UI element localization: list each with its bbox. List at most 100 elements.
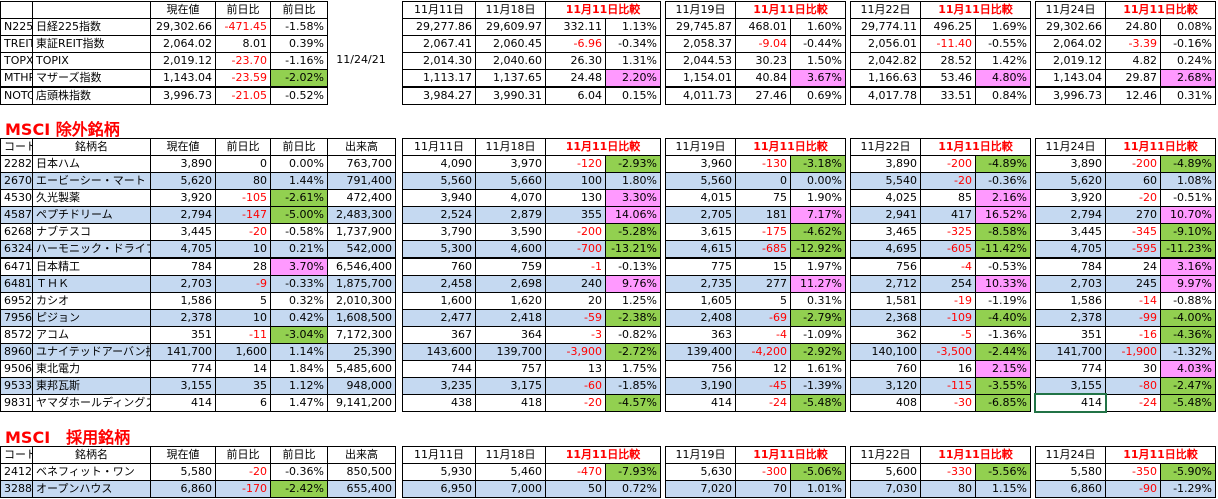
value-cell: 1.44% <box>270 172 328 191</box>
value-cell: -16 <box>1105 325 1161 344</box>
code-cell: 2412 <box>0 462 33 481</box>
value-cell: 28 <box>215 257 271 276</box>
value-cell: -69 <box>735 308 791 327</box>
value-cell: -7.93% <box>605 462 661 481</box>
value-cell: 3,155 <box>150 377 216 396</box>
code-cell: 6324 <box>0 240 33 259</box>
value-cell: -300 <box>735 462 791 481</box>
name-cell: 久光製薬 <box>32 189 151 208</box>
value-cell: 4,011.73 <box>665 86 736 105</box>
value-cell: 0.84% <box>975 86 1031 105</box>
value-cell: 0 <box>215 154 271 173</box>
value-cell: -345 <box>1105 223 1161 242</box>
value-cell: -325 <box>920 223 976 242</box>
value-cell: -23.59 <box>215 69 271 88</box>
value-cell: 12.46 <box>1105 86 1161 105</box>
value-cell: 1.90% <box>790 189 846 208</box>
value-cell: 5,560 <box>665 172 736 191</box>
code-cell: 8572 <box>0 325 33 344</box>
name-cell: ペプチドリーム <box>32 206 151 225</box>
value-cell: 1.50% <box>790 52 846 71</box>
value-cell: 13 <box>545 360 606 379</box>
value-cell: -0.13% <box>605 257 661 276</box>
value-cell: -105 <box>215 189 271 208</box>
value-cell: 1.13% <box>605 18 661 37</box>
value-cell: 3,970 <box>475 154 546 173</box>
value-cell: 362 <box>850 325 921 344</box>
value-cell: 363 <box>665 325 736 344</box>
value-cell: -120 <box>545 154 606 173</box>
value-cell: 33.51 <box>920 86 976 105</box>
name-cell: 東北電力 <box>32 360 151 379</box>
header-cell: 11月11日 <box>402 137 476 156</box>
code-cell: 6952 <box>0 291 33 310</box>
value-cell: -0.33% <box>270 274 328 293</box>
value-cell: 5,540 <box>850 172 921 191</box>
value-cell: -12.92% <box>790 240 846 259</box>
value-cell: -0.82% <box>605 325 661 344</box>
name-cell: ピジョン <box>32 308 151 327</box>
value-cell: 5,580 <box>1035 462 1106 481</box>
value-cell: 775 <box>665 257 736 276</box>
value-cell: 4,600 <box>475 240 546 259</box>
name-cell: 東邦瓦斯 <box>32 377 151 396</box>
value-cell: 2,705 <box>665 206 736 225</box>
value-cell: 29,609.97 <box>475 18 546 37</box>
value-cell: 3.16% <box>1160 257 1216 276</box>
value-cell: -2.72% <box>605 343 661 362</box>
header-cell: 11月11日比較 <box>1105 445 1216 464</box>
value-cell: -170 <box>215 479 271 498</box>
code-cell: 9831 <box>0 394 33 413</box>
header-cell: 11月11日比較 <box>920 1 1031 20</box>
header-cell: 11月11日比較 <box>1105 137 1216 156</box>
value-cell: -0.51% <box>1160 189 1216 208</box>
value-cell: 1,581 <box>850 291 921 310</box>
header-cell: 前日比 <box>270 445 328 464</box>
value-cell: 1.84% <box>270 360 328 379</box>
value-cell: 4,025 <box>850 189 921 208</box>
value-cell: 2,056.01 <box>850 35 921 54</box>
value-cell: 16 <box>920 360 976 379</box>
value-cell: 351 <box>150 325 216 344</box>
value-cell: 2,408 <box>665 308 736 327</box>
value-cell: -30 <box>920 394 976 413</box>
value-cell: 3,235 <box>402 377 476 396</box>
header-cell: 出来高 <box>327 445 396 464</box>
code-cell: NOTC <box>0 86 33 105</box>
value-cell: 139,700 <box>475 343 546 362</box>
value-cell: 1.61% <box>790 360 846 379</box>
value-cell: -5.28% <box>605 223 661 242</box>
value-cell: -4,200 <box>735 343 791 362</box>
value-cell: 0.72% <box>605 479 661 498</box>
selected-cell[interactable] <box>1034 393 1107 414</box>
value-cell: -350 <box>1105 462 1161 481</box>
value-cell: -20 <box>215 462 271 481</box>
value-cell: 3,960 <box>665 154 736 173</box>
value-cell: 5,560 <box>402 172 476 191</box>
header-cell <box>0 1 33 20</box>
value-cell: -20 <box>545 394 606 413</box>
value-cell: 2,010,300 <box>327 291 396 310</box>
value-cell: -3.55% <box>975 377 1031 396</box>
value-cell: 757 <box>475 360 546 379</box>
value-cell: 1.47% <box>270 394 328 413</box>
value-cell: 0.08% <box>1160 18 1216 37</box>
value-cell: -0.44% <box>790 35 846 54</box>
value-cell: 2,042.82 <box>850 52 921 71</box>
value-cell: 85 <box>920 189 976 208</box>
value-cell: -1,900 <box>1105 343 1161 362</box>
value-cell: 414 <box>665 394 736 413</box>
value-cell: 1.42% <box>975 52 1031 71</box>
value-cell: 53.46 <box>920 69 976 88</box>
value-cell: -21.05 <box>215 86 271 105</box>
header-cell: 11月22日 <box>850 1 921 20</box>
code-cell: 2670 <box>0 172 33 191</box>
value-cell: 3,175 <box>475 377 546 396</box>
value-cell: 0.69% <box>790 86 846 105</box>
value-cell: 2,483,300 <box>327 206 396 225</box>
value-cell: -80 <box>1105 377 1161 396</box>
value-cell: 0.00% <box>790 172 846 191</box>
value-cell: -2.92% <box>790 343 846 362</box>
value-cell: 1.69% <box>975 18 1031 37</box>
section-title: MSCI 採用銘柄 <box>5 427 131 447</box>
